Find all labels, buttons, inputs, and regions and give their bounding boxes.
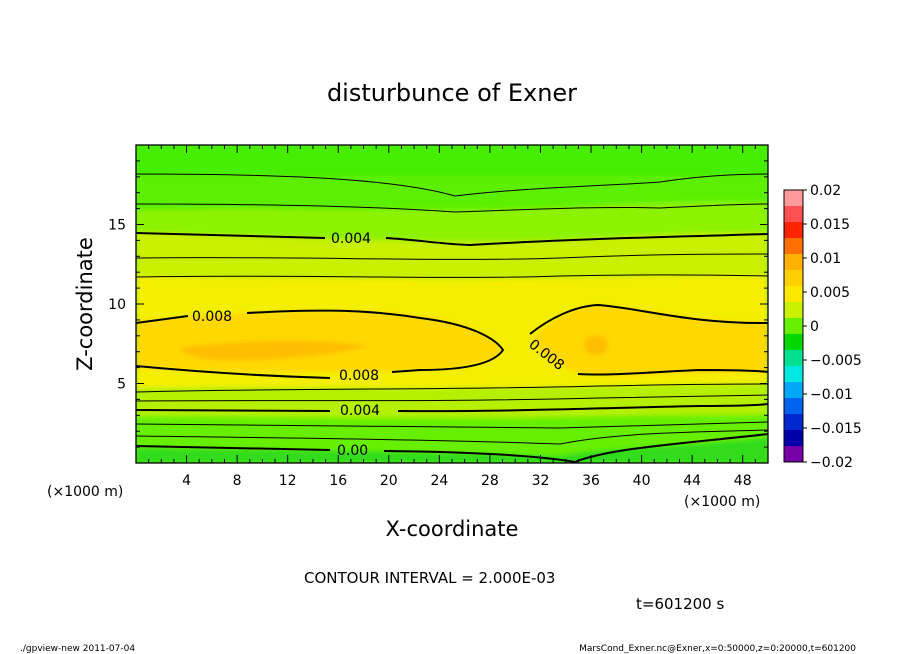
contour-line [136, 433, 768, 463]
colorbar-label: 0 [810, 319, 819, 335]
x-tick-label: 4 [182, 473, 191, 489]
footer-right: MarsCond_Exner.nc@Exner,x=0:50000,z=0:20… [579, 644, 856, 654]
contour-label: 0.004 [331, 231, 371, 247]
contour-line [577, 368, 768, 376]
contour-label: 0.004 [340, 403, 380, 419]
colorbar-swatch [784, 270, 803, 287]
x-tick-label: 24 [430, 473, 448, 489]
band-top-light [136, 145, 768, 175]
contour-label: 0.008 [339, 368, 379, 384]
colorbar-label: −0.01 [810, 387, 853, 403]
band-green-bottom [136, 438, 768, 463]
band-gold-right [532, 304, 768, 376]
contour-line [529, 303, 768, 335]
colorbar-swatch [784, 318, 803, 335]
colorbar [784, 190, 803, 463]
contour-line [136, 429, 768, 445]
colorbar-swatch [784, 366, 803, 383]
colorbar-label: 0.015 [810, 217, 850, 233]
contour-line [136, 232, 768, 247]
x-unit-left: (×1000 m) [47, 484, 123, 500]
y-axis: 5 10 15 [108, 160, 768, 448]
contour-line [136, 253, 768, 260]
colorbar-swatch [784, 222, 803, 239]
colorbar-swatch [784, 302, 803, 319]
contour-line [136, 309, 505, 373]
x-axis: 4 8 12 16 20 24 28 32 36 40 44 48 [148, 145, 756, 489]
colorbar-swatch [784, 398, 803, 415]
colorbar-swatch [784, 206, 803, 223]
colorbar-swatch [784, 446, 803, 463]
x-tick-label: 44 [683, 473, 701, 489]
chart-title: disturbunce of Exner [327, 79, 577, 107]
time-text: t=601200 s [636, 595, 724, 613]
colorbar-swatch [784, 238, 803, 255]
colorbar-label: −0.005 [810, 353, 862, 369]
band-orange-left [180, 340, 370, 361]
colorbar-swatch [784, 254, 803, 271]
x-tick-label: 12 [279, 473, 297, 489]
colorbar-label: 0.005 [810, 285, 850, 301]
contour-line [136, 274, 768, 278]
contour-line [136, 421, 768, 429]
contour-line [136, 365, 331, 379]
x-axis-label: X-coordinate [386, 517, 519, 541]
colorbar-swatch [784, 414, 803, 431]
contour-label: 0.00 [337, 443, 368, 459]
contour-line [136, 394, 768, 402]
plot-area: 0.004 0.008 0.008 0.008 0.004 0.00 [136, 145, 768, 463]
contour-interval-text: CONTOUR INTERVAL = 2.000E-03 [304, 569, 555, 587]
band-lime-upper [136, 201, 768, 246]
contour-line [136, 203, 768, 213]
colorbar-swatch [784, 430, 803, 447]
x-tick-label: 40 [633, 473, 651, 489]
colorbar-swatch [784, 382, 803, 399]
x-tick-label: 28 [481, 473, 499, 489]
footer-left: ./gpview-new 2011-07-04 [20, 644, 135, 654]
colorbar-labels: 0.02 0.015 0.01 0.005 0 −0.005 −0.01 −0.015 −0.0… [803, 183, 862, 471]
x-tick-label: 32 [532, 473, 550, 489]
x-unit-right: (×1000 m) [684, 494, 760, 510]
colorbar-swatch [784, 334, 803, 351]
y-tick-label: 15 [108, 218, 126, 234]
x-tick-label: 36 [582, 473, 600, 489]
x-tick-label: 16 [329, 473, 347, 489]
y-axis-label: Z-coordinate [73, 237, 97, 371]
contour-line [136, 403, 768, 413]
colorbar-swatch [784, 350, 803, 367]
y-tick-label: 5 [117, 377, 126, 393]
band-yellowgreen [136, 232, 768, 282]
contour-line [136, 383, 768, 393]
x-tick-label: 8 [233, 473, 242, 489]
colorbar-swatch [784, 190, 803, 207]
colorbar-label: −0.015 [810, 421, 862, 437]
colorbar-swatch [784, 286, 803, 303]
y-tick-label: 10 [108, 297, 126, 313]
colorbar-label: −0.02 [810, 455, 853, 471]
colorbar-label: 0.02 [810, 183, 841, 199]
x-tick-label: 48 [734, 473, 752, 489]
x-tick-label: 20 [380, 473, 398, 489]
colorbar-label: 0.01 [810, 251, 841, 267]
contour-label: 0.008 [192, 309, 232, 325]
contour-line [136, 173, 768, 197]
band-orange-right [584, 335, 608, 355]
